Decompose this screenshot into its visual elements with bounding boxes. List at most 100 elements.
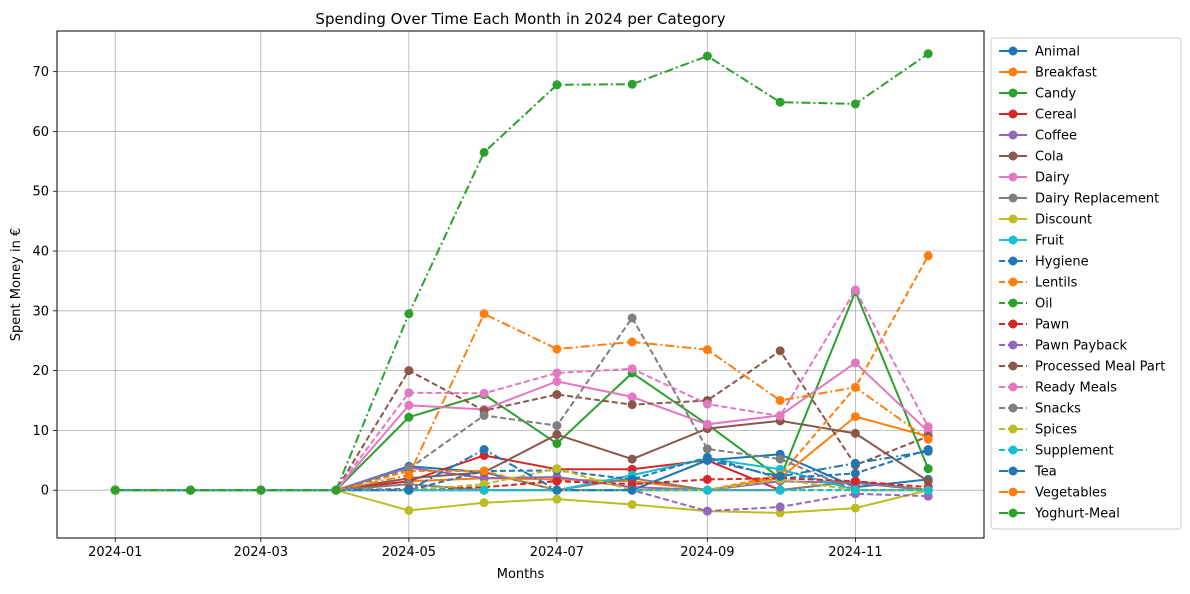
legend-marker bbox=[1008, 172, 1018, 182]
x-tick-label: 2024-11 bbox=[828, 545, 882, 560]
legend-marker bbox=[1008, 46, 1018, 56]
legend-label: Tea bbox=[1034, 465, 1057, 480]
data-point bbox=[923, 251, 933, 261]
data-point bbox=[404, 485, 414, 495]
data-point bbox=[775, 411, 785, 421]
legend-label: Ready Meals bbox=[1035, 381, 1117, 396]
series-line bbox=[115, 255, 930, 492]
data-point bbox=[479, 498, 489, 508]
data-point bbox=[185, 485, 195, 495]
data-point bbox=[552, 344, 562, 354]
x-tick-label: 2024-05 bbox=[382, 545, 436, 560]
legend-item-tea: Tea bbox=[999, 465, 1057, 480]
legend-marker bbox=[1008, 361, 1018, 371]
data-point bbox=[552, 439, 562, 449]
data-point bbox=[923, 485, 933, 495]
data-point bbox=[404, 470, 414, 480]
data-point bbox=[627, 337, 637, 347]
legend-marker bbox=[1008, 403, 1018, 413]
x-tick-label: 2024-07 bbox=[530, 545, 584, 560]
legend-item-candy: Candy bbox=[999, 87, 1077, 102]
legend-label: Coffee bbox=[1035, 129, 1077, 144]
x-axis-label: Months bbox=[497, 567, 545, 582]
data-point bbox=[552, 390, 562, 400]
legend-label: Pawn bbox=[1035, 318, 1069, 333]
series-line bbox=[115, 312, 929, 492]
legend-marker bbox=[1008, 67, 1018, 77]
legend-item-lentils: Lentils bbox=[999, 276, 1078, 291]
axes: 2024-01 2024-03 2024-05 2024-07 2024-09 2024-… bbox=[32, 65, 882, 560]
series-line bbox=[115, 316, 929, 492]
data-point bbox=[110, 485, 120, 495]
data-point bbox=[552, 376, 562, 386]
legend-marker bbox=[1008, 445, 1018, 455]
data-point bbox=[552, 485, 562, 495]
legend-marker bbox=[1008, 235, 1018, 245]
data-point bbox=[404, 309, 414, 319]
data-point bbox=[552, 464, 562, 474]
data-point bbox=[552, 368, 562, 378]
data-point bbox=[702, 51, 712, 61]
legend-item-snacks: Snacks bbox=[999, 402, 1081, 417]
data-point bbox=[627, 454, 637, 464]
data-point bbox=[850, 476, 860, 486]
data-point bbox=[479, 309, 489, 319]
legend-item-processed-meal-part: Processed Meal Part bbox=[999, 360, 1165, 375]
series-line bbox=[115, 467, 929, 492]
legend-label: Spices bbox=[1035, 423, 1077, 438]
data-point bbox=[552, 421, 562, 431]
data-point bbox=[479, 445, 489, 455]
data-point bbox=[627, 485, 637, 495]
data-point bbox=[404, 464, 414, 474]
legend-label: Snacks bbox=[1035, 402, 1081, 417]
data-point bbox=[775, 502, 785, 512]
data-point bbox=[627, 313, 637, 323]
data-point bbox=[850, 468, 860, 478]
data-point bbox=[479, 485, 489, 495]
data-point bbox=[850, 428, 860, 438]
legend-marker bbox=[1008, 88, 1018, 98]
legend-label: Pawn Payback bbox=[1035, 339, 1128, 354]
data-point bbox=[702, 399, 712, 409]
legend-item-breakfast: Breakfast bbox=[999, 66, 1097, 81]
series-layer bbox=[110, 49, 933, 518]
data-point bbox=[702, 506, 712, 516]
y-tick-label: 10 bbox=[32, 424, 49, 439]
data-point bbox=[923, 446, 933, 456]
data-point bbox=[775, 485, 785, 495]
data-point bbox=[850, 99, 860, 109]
legend-item-vegetables: Vegetables bbox=[999, 486, 1107, 501]
data-point bbox=[702, 455, 712, 465]
x-tick-label: 2024-03 bbox=[234, 545, 288, 560]
grid bbox=[57, 31, 984, 538]
data-point bbox=[552, 430, 562, 440]
data-point bbox=[702, 345, 712, 355]
legend-marker bbox=[1008, 487, 1018, 497]
legend-label: Dairy bbox=[1035, 171, 1070, 186]
data-point bbox=[702, 485, 712, 495]
legend-label: Cola bbox=[1035, 150, 1064, 165]
legend-item-cereal: Cereal bbox=[999, 108, 1077, 123]
data-point bbox=[627, 392, 637, 402]
data-point bbox=[850, 412, 860, 422]
data-point bbox=[627, 400, 637, 410]
legend-label: Lentils bbox=[1035, 276, 1078, 291]
data-point bbox=[404, 366, 414, 376]
legend-label: Cereal bbox=[1035, 108, 1077, 123]
data-point bbox=[775, 346, 785, 356]
data-point bbox=[552, 476, 562, 486]
legend-label: Yoghurt-Meal bbox=[1034, 507, 1120, 522]
data-point bbox=[923, 464, 933, 474]
data-point bbox=[479, 466, 489, 476]
legend-marker bbox=[1008, 214, 1018, 224]
series-line bbox=[115, 477, 929, 492]
legend-label: Hygiene bbox=[1035, 255, 1089, 270]
legend-item-dairy: Dairy bbox=[999, 171, 1070, 186]
legend-item-supplement: Supplement bbox=[999, 444, 1114, 459]
legend-marker bbox=[1008, 424, 1018, 434]
plot-frame bbox=[56, 30, 985, 539]
legend-marker bbox=[1008, 277, 1018, 287]
legend-marker bbox=[1008, 508, 1018, 518]
data-point bbox=[331, 485, 341, 495]
